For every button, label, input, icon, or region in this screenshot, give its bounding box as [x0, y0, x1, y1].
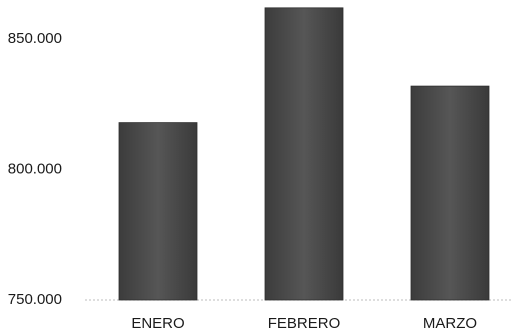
y-tick-label: 750.000: [8, 291, 62, 308]
bar-marzo: [410, 85, 490, 301]
x-category-label: FEBRERO: [268, 315, 341, 332]
bar-febrero: [264, 7, 344, 301]
bar-enero: [118, 122, 198, 301]
x-category-label: ENERO: [131, 315, 184, 332]
y-tick-label: 800.000: [8, 161, 62, 178]
x-category-label: MARZO: [423, 315, 477, 332]
y-tick-label: 850.000: [8, 30, 62, 47]
